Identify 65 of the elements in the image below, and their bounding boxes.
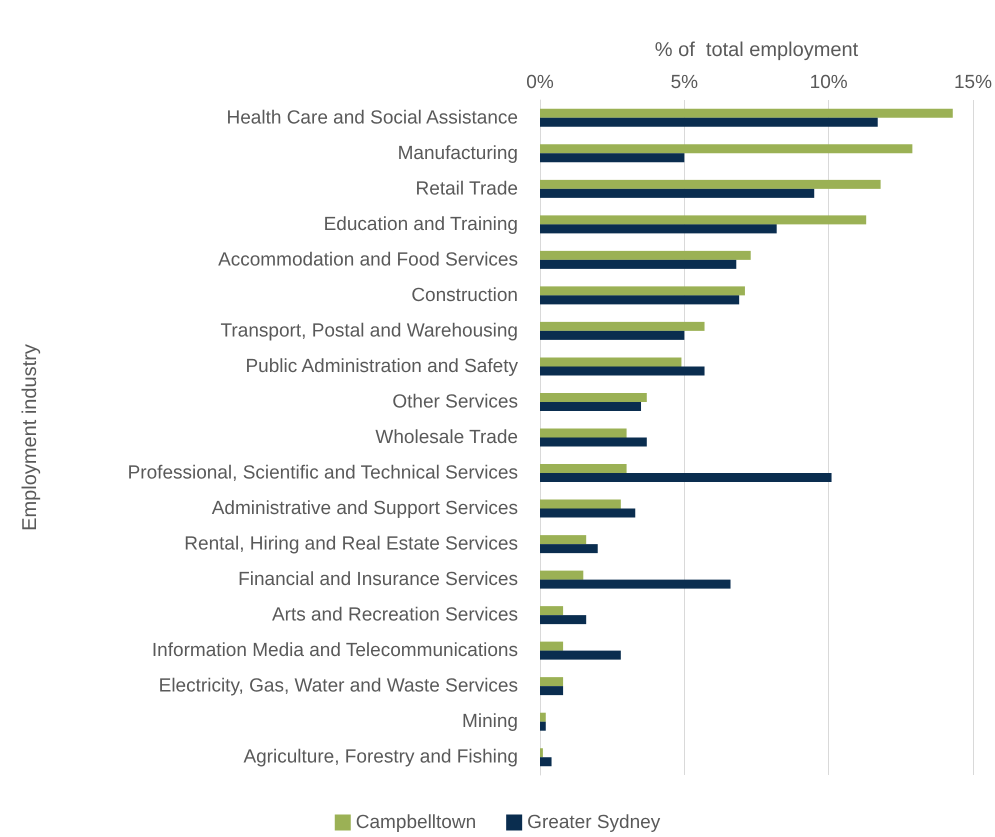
bar [540, 428, 627, 438]
bar [540, 535, 586, 544]
bar [540, 180, 881, 189]
y-tick-label: Wholesale Trade [375, 427, 518, 448]
bar [540, 438, 647, 446]
bar [540, 118, 878, 127]
bar [540, 464, 627, 474]
bar [540, 650, 621, 660]
y-tick-label: Agriculture, Forestry and Fishing [243, 746, 518, 768]
bar [540, 366, 705, 376]
x-tick-label: 15% [954, 72, 992, 93]
y-tick-label: Administrative and Support Services [212, 498, 518, 520]
x-tick-label: 10% [810, 72, 848, 93]
bar [540, 357, 682, 366]
bar [540, 224, 777, 234]
y-axis-title: Employment industry [19, 344, 41, 531]
bar [540, 260, 736, 269]
bar [540, 215, 866, 224]
bar [540, 544, 598, 554]
y-tick-label: Mining [462, 711, 518, 732]
bar [540, 108, 953, 118]
y-tick-label: Construction [411, 284, 518, 306]
bar [540, 757, 552, 766]
bar [540, 686, 564, 696]
bar [540, 642, 564, 651]
bar [540, 473, 832, 482]
bar [540, 392, 647, 402]
bar [540, 606, 564, 616]
y-tick-label: Financial and Insurance Services [238, 569, 518, 590]
y-tick-label: Arts and Recreation Services [272, 604, 518, 626]
legend-label: Campbelltown [356, 812, 476, 833]
y-tick-label: Information Media and Telecommunications [152, 640, 518, 662]
bar [540, 250, 751, 260]
bar [540, 722, 546, 731]
bar [540, 712, 546, 722]
x-axis-title: % of total employment [654, 39, 859, 61]
bar [540, 322, 705, 331]
x-tick-label: 5% [670, 72, 698, 93]
y-tick-label: Professional, Scientific and Technical Services [128, 462, 518, 484]
bar [540, 570, 584, 580]
y-tick-label: Retail Trade [416, 178, 518, 200]
y-tick-label: Manufacturing [398, 142, 518, 164]
y-tick-label: Electricity, Gas, Water and Waste Services [158, 676, 518, 697]
bar [540, 188, 814, 198]
bar [540, 580, 731, 589]
bar [540, 295, 740, 304]
legend-label: Greater Sydney [527, 812, 661, 833]
bar [540, 677, 564, 686]
y-tick-label: Other Services [392, 391, 518, 412]
y-tick-label: Transport, Postal and Warehousing [220, 320, 518, 342]
bar [540, 153, 684, 162]
y-tick-label: Health Care and Social Assistance [226, 107, 518, 128]
y-tick-label: Education and Training [324, 214, 518, 235]
y-tick-label: Public Administration and Safety [246, 356, 518, 377]
bar [540, 615, 586, 624]
y-tick-label: Rental, Hiring and Real Estate Services [184, 534, 518, 555]
bar [540, 330, 684, 340]
bar [540, 748, 543, 758]
x-tick-label: 0% [526, 72, 554, 93]
bar [540, 402, 642, 411]
y-tick-label: Accommodation and Food Services [218, 249, 518, 270]
bar [540, 508, 636, 518]
bar [540, 500, 621, 509]
bar [540, 144, 912, 154]
bar [540, 286, 745, 296]
